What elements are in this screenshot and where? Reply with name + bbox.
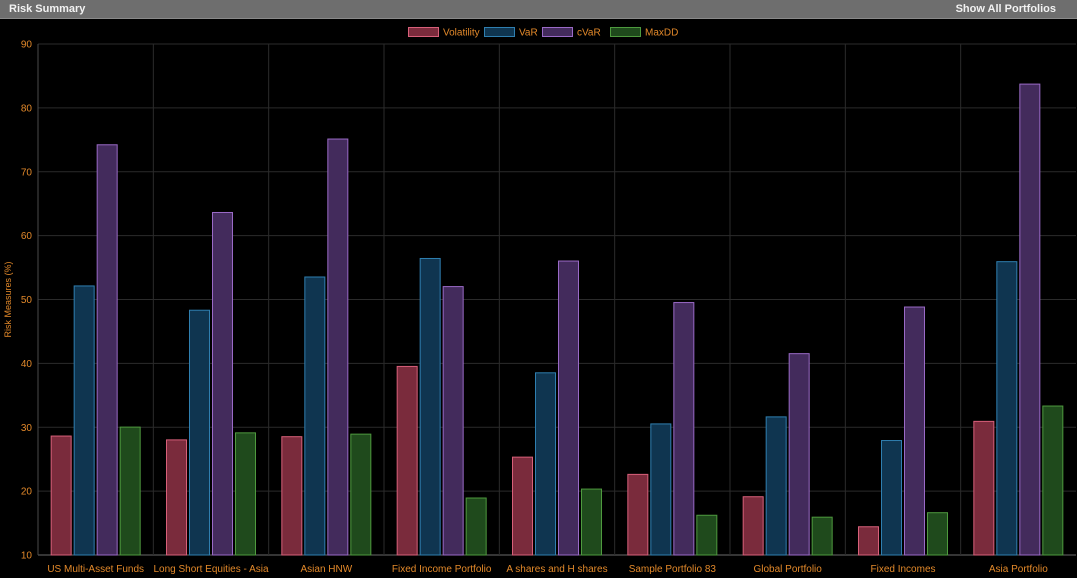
bar-maxdd-7[interactable] xyxy=(927,512,948,556)
y-tick-label: 50 xyxy=(21,295,33,306)
bar-volatility-2[interactable] xyxy=(281,436,303,556)
bar-volatility-1[interactable] xyxy=(166,439,187,556)
show-all-portfolios-button[interactable]: Show All Portfolios xyxy=(955,3,1056,15)
bar-maxdd-2[interactable] xyxy=(350,433,372,556)
legend-swatch-var[interactable] xyxy=(484,27,515,37)
bar-volatility-3[interactable] xyxy=(396,365,418,556)
bar-volatility-8[interactable] xyxy=(973,420,995,556)
x-category-label: Global Portfolio xyxy=(753,564,822,575)
bar-cvar-1[interactable] xyxy=(212,211,233,556)
legend-swatch-maxdd[interactable] xyxy=(610,27,641,37)
header-bar: Risk Summary Show All Portfolios xyxy=(0,0,1077,19)
bar-var-6[interactable] xyxy=(765,416,787,556)
bar-volatility-6[interactable] xyxy=(742,496,764,556)
y-tick-label: 20 xyxy=(21,487,33,498)
legend-label-cvar[interactable]: cVaR xyxy=(577,28,601,39)
bar-maxdd-1[interactable] xyxy=(235,432,256,556)
bar-cvar-8[interactable] xyxy=(1019,83,1041,556)
bar-volatility-7[interactable] xyxy=(858,526,879,556)
bar-maxdd-3[interactable] xyxy=(465,497,487,556)
chart-legend: Volatility VaR cVaR MaxDD xyxy=(408,27,678,39)
x-category-label: Fixed Income Portfolio xyxy=(392,564,492,575)
chart-bars xyxy=(50,83,1064,556)
legend-label-var[interactable]: VaR xyxy=(519,28,538,39)
bar-var-2[interactable] xyxy=(304,276,326,556)
bar-var-8[interactable] xyxy=(996,261,1018,556)
y-tick-label: 90 xyxy=(21,40,33,51)
bar-volatility-5[interactable] xyxy=(627,473,649,556)
legend-swatch-cvar[interactable] xyxy=(542,27,573,37)
y-tick-label: 30 xyxy=(21,423,33,434)
bar-maxdd-4[interactable] xyxy=(581,488,602,556)
bar-var-7[interactable] xyxy=(881,440,902,556)
bar-cvar-2[interactable] xyxy=(327,138,349,556)
bar-maxdd-0[interactable] xyxy=(119,426,141,556)
legend-label-maxdd[interactable]: MaxDD xyxy=(645,28,678,39)
x-category-label: Sample Portfolio 83 xyxy=(629,564,717,575)
x-category-label: US Multi-Asset Funds xyxy=(47,564,144,575)
x-category-label: Fixed Incomes xyxy=(870,564,935,575)
legend-swatch-volatility[interactable] xyxy=(408,27,439,37)
y-axis-label: Risk Measures (%) xyxy=(3,261,13,337)
bar-volatility-0[interactable] xyxy=(50,435,72,556)
bar-cvar-3[interactable] xyxy=(442,286,464,556)
y-tick-label: 10 xyxy=(21,551,33,562)
x-category-label: A shares and H shares xyxy=(506,564,607,575)
bar-var-5[interactable] xyxy=(650,423,672,556)
y-tick-label: 80 xyxy=(21,103,33,114)
y-tick-label: 60 xyxy=(21,231,33,242)
risk-summary-chart: 10 20 30 40 50 60 70 80 90 US Multi-Asset Funds L… xyxy=(3,27,1076,575)
bar-maxdd-5[interactable] xyxy=(696,514,718,556)
x-category-label: Asian HNW xyxy=(300,564,352,575)
bar-cvar-7[interactable] xyxy=(904,306,925,556)
bar-volatility-4[interactable] xyxy=(512,456,533,556)
bar-var-3[interactable] xyxy=(419,257,441,556)
bar-cvar-0[interactable] xyxy=(96,144,118,556)
bar-maxdd-6[interactable] xyxy=(811,516,833,556)
x-axis-categories: US Multi-Asset Funds Long Short Equities … xyxy=(47,564,1048,575)
bar-var-1[interactable] xyxy=(189,309,210,556)
bar-var-4[interactable] xyxy=(535,372,556,556)
bar-var-0[interactable] xyxy=(73,285,95,556)
bar-maxdd-8[interactable] xyxy=(1042,405,1064,556)
y-tick-label: 70 xyxy=(21,167,33,178)
bar-cvar-5[interactable] xyxy=(673,302,695,556)
page-title: Risk Summary xyxy=(9,3,86,15)
y-axis-ticks: 10 20 30 40 50 60 70 80 90 xyxy=(21,40,33,562)
chart-grid xyxy=(37,43,1076,556)
bar-cvar-4[interactable] xyxy=(558,260,579,556)
x-category-label: Long Short Equities - Asia xyxy=(153,564,269,575)
legend-label-volatility[interactable]: Volatility xyxy=(443,28,480,39)
bar-cvar-6[interactable] xyxy=(788,353,810,556)
x-category-label: Asia Portfolio xyxy=(989,564,1048,575)
y-tick-label: 40 xyxy=(21,359,33,370)
